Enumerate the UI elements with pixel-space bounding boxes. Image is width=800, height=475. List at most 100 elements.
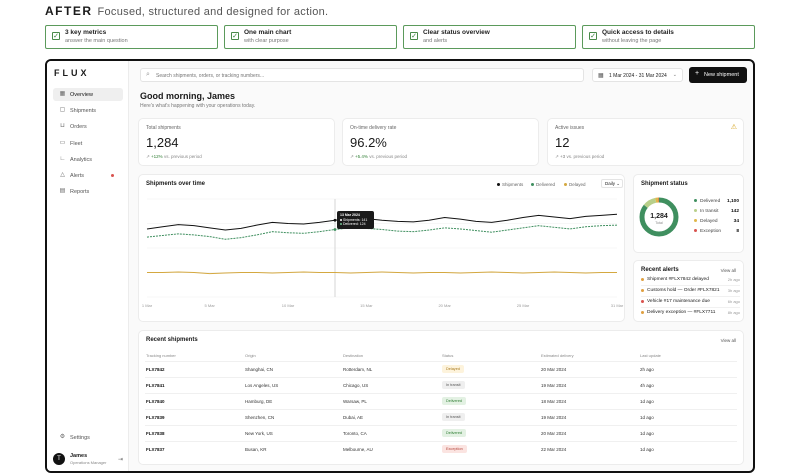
after-title: AFTER Focused, structured and designed fo… <box>45 4 329 18</box>
status-item-delayed: Delayed 34 <box>694 219 739 224</box>
notification-dot <box>111 174 114 177</box>
user-profile[interactable]: T James Operations Manager ⇥ <box>53 453 123 469</box>
check-icon: ✓ <box>589 32 597 40</box>
trend-up-icon: ↗ <box>146 154 152 159</box>
series-line-delayed <box>147 271 617 275</box>
search-input[interactable] <box>156 71 576 80</box>
calendar-icon: ▦ <box>598 73 604 79</box>
legend-item-delivered: Delivered <box>531 182 555 187</box>
hover-point <box>333 228 337 231</box>
table-row[interactable]: FLX7837 Busan, KR Melbourne, AU Exceptio… <box>145 441 737 457</box>
status-badge: Delayed <box>442 365 464 373</box>
cart-icon: ⊔ <box>60 123 65 129</box>
view-all-alerts-link[interactable]: View all <box>720 268 736 273</box>
x-tick-label: 5 Mar <box>205 303 216 308</box>
truck-icon: ▭ <box>59 140 66 146</box>
sidebar-item-orders[interactable]: ⊔ Orders <box>60 123 87 130</box>
legend-item-delayed: Delayed <box>564 182 586 187</box>
document-icon: ▤ <box>59 188 66 194</box>
status-badge: In transit <box>442 413 465 421</box>
hover-point <box>333 218 337 222</box>
gear-icon: ⚙ <box>59 434 66 440</box>
table-row[interactable]: FLX7842 Shanghai, CN Rotterdam, NL Delay… <box>145 361 737 377</box>
legend-item-shipments: Shipments <box>497 182 523 187</box>
status-item-exception: Exception 8 <box>694 229 739 234</box>
status-item-in-transit: In transit 142 <box>694 209 739 214</box>
recent-alerts-card: Recent alerts View all Shipment #FLX7842… <box>633 260 744 322</box>
shipments-chart: 1 Mar 5 Mar 10 Mar 15 Mar 20 Mar 25 Mar 31 Mar <box>142 198 624 308</box>
benefit-card: ✓ 3 key metrics answer the main question <box>45 25 218 49</box>
x-tick-label: 25 Mar <box>517 303 530 308</box>
chart-tooltip: 13 Mar 2024 Shipments: 141 Delivered: 12… <box>337 211 374 229</box>
status-badge: Delivered <box>442 397 467 405</box>
sidebar-item-analytics[interactable]: ∟ Analytics <box>59 156 93 163</box>
avatar: T <box>53 453 65 465</box>
alert-item[interactable]: Vehicle #17 maintenance due 6h ago <box>641 297 740 308</box>
sidebar-item-alerts[interactable]: △ Alerts <box>53 169 123 182</box>
chevron-down-icon: ⌄ <box>672 72 677 78</box>
donut-slice-delayed <box>639 197 679 237</box>
benefit-card: ✓ One main chart with clear purpose <box>224 25 397 49</box>
alert-item[interactable]: Delivery exception — #FLX7711 8h ago <box>641 308 740 319</box>
plus-icon: + <box>695 70 700 77</box>
column-header[interactable]: Status <box>442 353 454 358</box>
table-row[interactable]: FLX7839 Shenzhen, CN Dubai, AE In transi… <box>145 409 737 425</box>
alert-item[interactable]: Shipment #FLX7842 delayed 2h ago <box>641 275 740 286</box>
box-icon: ▢ <box>59 107 66 113</box>
status-badge: In transit <box>442 381 465 389</box>
series-line-shipments <box>146 213 618 231</box>
check-icon: ✓ <box>52 32 60 40</box>
date-range-picker[interactable]: ▦ 1 Mar 2024 - 31 Mar 2024 ⌄ <box>592 68 683 82</box>
page-subtitle: Here's what's happening with your operat… <box>140 103 256 109</box>
after-header: AFTER Focused, structured and designed fo… <box>0 0 800 58</box>
chart-title: Shipments over time <box>146 181 206 187</box>
sidebar-item-settings[interactable]: ⚙ Settings <box>59 434 90 441</box>
sidebar: FLUX ▦ Overview ▢ Shipments ⊔ Orders ▭ Fleet… <box>47 61 129 471</box>
sidebar-item-overview[interactable]: ▦ Overview <box>53 88 123 101</box>
kpi-active-issues: Active issues ⚠ 12 ↗ +3 vs. previous per… <box>547 118 744 166</box>
status-donut <box>639 197 679 237</box>
view-all-shipments-link[interactable]: View all <box>720 338 736 343</box>
column-header[interactable]: Destination <box>343 353 364 358</box>
bell-icon: △ <box>60 172 65 178</box>
alert-item[interactable]: Customs hold — Order #FLX7821 3h ago <box>641 286 740 297</box>
check-icon: ✓ <box>410 32 418 40</box>
sidebar-item-fleet[interactable]: ▭ Fleet <box>59 140 83 147</box>
app-window: FLUX ▦ Overview ▢ Shipments ⊔ Orders ▭ Fleet… <box>45 59 755 473</box>
logout-icon[interactable]: ⇥ <box>117 457 123 463</box>
table-row[interactable]: FLX7841 Los Angeles, US Chicago, US In t… <box>145 377 737 393</box>
column-header[interactable]: Estimated delivery <box>541 353 574 358</box>
status-badge: Exception <box>442 445 467 453</box>
status-badge: Delivered <box>442 429 467 437</box>
column-header[interactable]: Last update <box>640 353 661 358</box>
sidebar-item-shipments[interactable]: ▢ Shipments <box>59 107 96 114</box>
new-shipment-button[interactable]: + New shipment <box>689 67 747 83</box>
series-line-delivered <box>146 224 618 240</box>
page-title: Good morning, James <box>140 91 236 101</box>
main-content: ⌕ ▦ 1 Mar 2024 - 31 Mar 2024 ⌄ + New shi… <box>129 61 753 471</box>
warning-icon: ⚠ <box>730 124 737 131</box>
column-header[interactable]: Tracking number <box>146 353 176 358</box>
table-row[interactable]: FLX7838 New York, US Toronto, CA Deliver… <box>145 425 737 441</box>
sidebar-item-reports[interactable]: ▤ Reports <box>59 188 90 195</box>
user-name: James <box>70 453 88 459</box>
status-item-delivered: Delivered 1,100 <box>694 199 739 204</box>
table-row[interactable]: FLX7840 Hamburg, DE Warsaw, PL Delivered… <box>145 393 737 409</box>
search-bar[interactable]: ⌕ <box>140 68 584 82</box>
benefit-card: ✓ Quick access to details without leavin… <box>582 25 755 49</box>
benefit-card: ✓ Clear status overview and alerts <box>403 25 576 49</box>
trend-up-icon: ↗ <box>555 154 561 159</box>
chart-icon: ∟ <box>59 156 66 162</box>
x-tick-label: 1 Mar <box>142 303 153 308</box>
search-icon: ⌕ <box>146 71 150 78</box>
column-header[interactable]: Origin <box>245 353 256 358</box>
user-role: Operations Manager <box>70 460 107 465</box>
x-tick-label: 31 Mar <box>611 303 624 308</box>
kpi-on-time-rate: On-time delivery rate 96.2% ↗ +5.4% vs. … <box>342 118 539 166</box>
trend-up-icon: ↗ <box>350 154 356 159</box>
app-logo: FLUX <box>54 68 90 78</box>
shipments-chart-card: Shipments over time Shipments Delivered … <box>138 174 625 322</box>
check-icon: ✓ <box>231 32 239 40</box>
interval-select[interactable]: Daily ⌄ <box>601 179 623 188</box>
x-tick-label: 20 Mar <box>438 303 451 308</box>
